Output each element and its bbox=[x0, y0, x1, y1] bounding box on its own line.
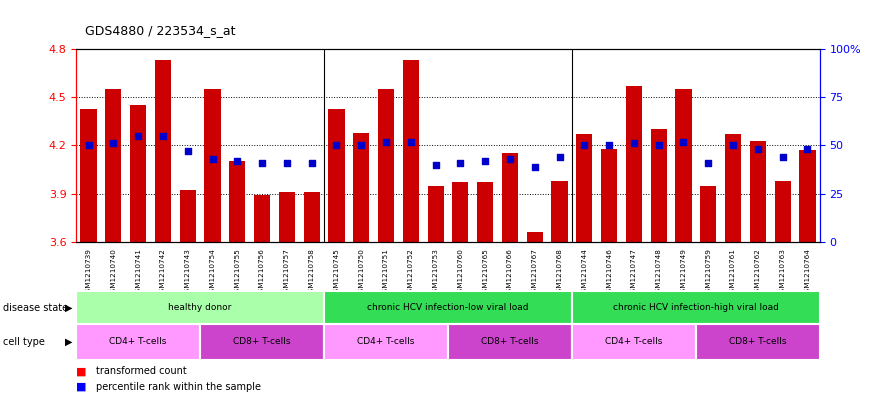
Bar bbox=[378, 89, 394, 242]
Bar bbox=[701, 185, 716, 242]
Bar bbox=[676, 89, 692, 242]
Point bbox=[528, 163, 542, 170]
Point bbox=[305, 160, 319, 166]
Text: CD4+ T-cells: CD4+ T-cells bbox=[358, 338, 415, 346]
Bar bbox=[502, 153, 518, 242]
Bar bbox=[353, 132, 369, 242]
Bar bbox=[155, 61, 171, 242]
Point bbox=[577, 142, 591, 149]
Point bbox=[702, 160, 716, 166]
Text: CD4+ T-cells: CD4+ T-cells bbox=[605, 338, 663, 346]
Point bbox=[651, 142, 666, 149]
Point bbox=[181, 148, 195, 154]
Bar bbox=[229, 162, 246, 242]
Point bbox=[230, 158, 245, 164]
Point bbox=[776, 154, 790, 160]
Text: GDS4880 / 223534_s_at: GDS4880 / 223534_s_at bbox=[85, 24, 236, 37]
Bar bbox=[204, 89, 220, 242]
Point bbox=[602, 142, 616, 149]
Text: chronic HCV infection-low viral load: chronic HCV infection-low viral load bbox=[367, 303, 529, 312]
Text: cell type: cell type bbox=[3, 337, 45, 347]
Text: healthy donor: healthy donor bbox=[168, 303, 232, 312]
Point bbox=[379, 138, 393, 145]
Text: CD8+ T-cells: CD8+ T-cells bbox=[233, 338, 291, 346]
Bar bbox=[329, 108, 344, 242]
Text: ■: ■ bbox=[76, 366, 87, 376]
Point bbox=[330, 142, 344, 149]
Point bbox=[627, 140, 642, 147]
Point bbox=[255, 160, 270, 166]
Bar bbox=[304, 192, 320, 242]
Point bbox=[553, 154, 567, 160]
Bar bbox=[452, 182, 469, 242]
Point bbox=[478, 158, 493, 164]
Point bbox=[354, 142, 368, 149]
Point bbox=[404, 138, 418, 145]
Text: transformed count: transformed count bbox=[96, 366, 186, 376]
Point bbox=[726, 142, 740, 149]
Text: CD8+ T-cells: CD8+ T-cells bbox=[729, 338, 787, 346]
Point bbox=[800, 146, 814, 152]
Bar bbox=[799, 150, 815, 242]
Bar bbox=[601, 149, 617, 242]
Bar bbox=[725, 134, 741, 242]
Bar bbox=[427, 185, 444, 242]
Text: chronic HCV infection-high viral load: chronic HCV infection-high viral load bbox=[613, 303, 779, 312]
Bar bbox=[130, 105, 146, 242]
Bar bbox=[626, 86, 642, 242]
Text: percentile rank within the sample: percentile rank within the sample bbox=[96, 382, 261, 392]
Text: disease state: disease state bbox=[3, 303, 68, 312]
Bar bbox=[279, 192, 295, 242]
Point bbox=[107, 140, 121, 147]
Bar bbox=[552, 181, 567, 242]
Text: CD4+ T-cells: CD4+ T-cells bbox=[109, 338, 167, 346]
Point bbox=[676, 138, 691, 145]
Bar bbox=[180, 190, 195, 242]
Bar bbox=[478, 182, 493, 242]
Bar bbox=[403, 61, 418, 242]
Text: ■: ■ bbox=[76, 382, 87, 392]
Bar bbox=[775, 181, 790, 242]
Point bbox=[280, 160, 294, 166]
Bar bbox=[81, 108, 97, 242]
Point bbox=[82, 142, 96, 149]
Point bbox=[131, 132, 145, 139]
Point bbox=[156, 132, 170, 139]
Text: CD8+ T-cells: CD8+ T-cells bbox=[481, 338, 538, 346]
Point bbox=[205, 156, 220, 162]
Bar bbox=[576, 134, 592, 242]
Point bbox=[428, 162, 443, 168]
Text: ▶: ▶ bbox=[65, 337, 73, 347]
Bar bbox=[650, 129, 667, 242]
Bar bbox=[106, 89, 121, 242]
Point bbox=[453, 160, 468, 166]
Bar bbox=[254, 195, 270, 242]
Text: ▶: ▶ bbox=[65, 303, 73, 312]
Bar bbox=[527, 232, 543, 242]
Point bbox=[503, 156, 517, 162]
Bar bbox=[750, 141, 766, 242]
Point bbox=[751, 146, 765, 152]
